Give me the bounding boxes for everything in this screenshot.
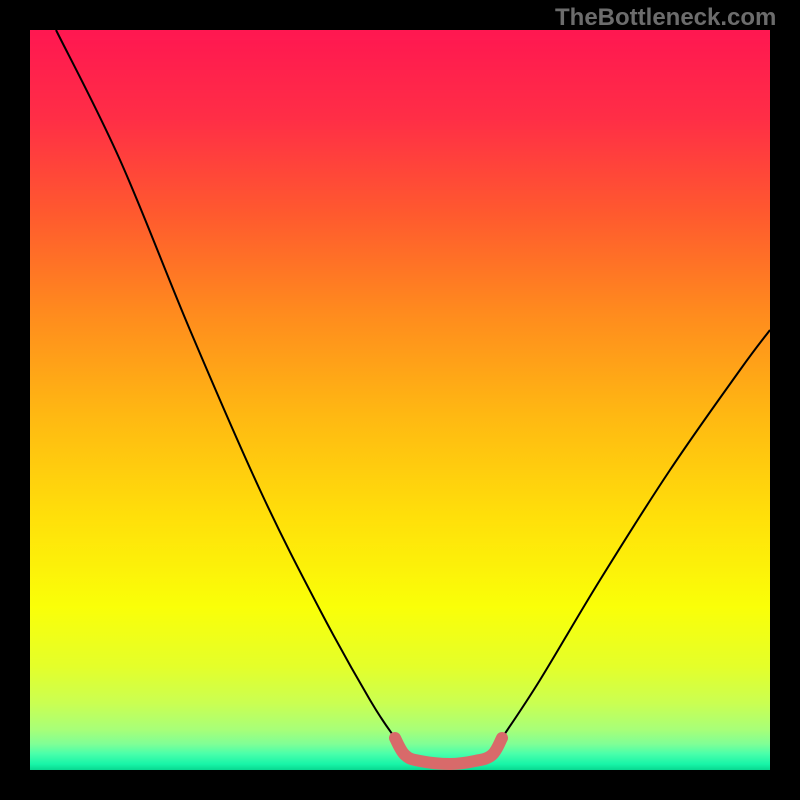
- chart-container: TheBottleneck.com: [0, 0, 800, 800]
- left-curve: [56, 30, 395, 738]
- curve-overlay: [0, 0, 800, 800]
- watermark-text: TheBottleneck.com: [555, 4, 776, 32]
- right-curve: [502, 330, 770, 738]
- bottom-arc: [395, 738, 502, 764]
